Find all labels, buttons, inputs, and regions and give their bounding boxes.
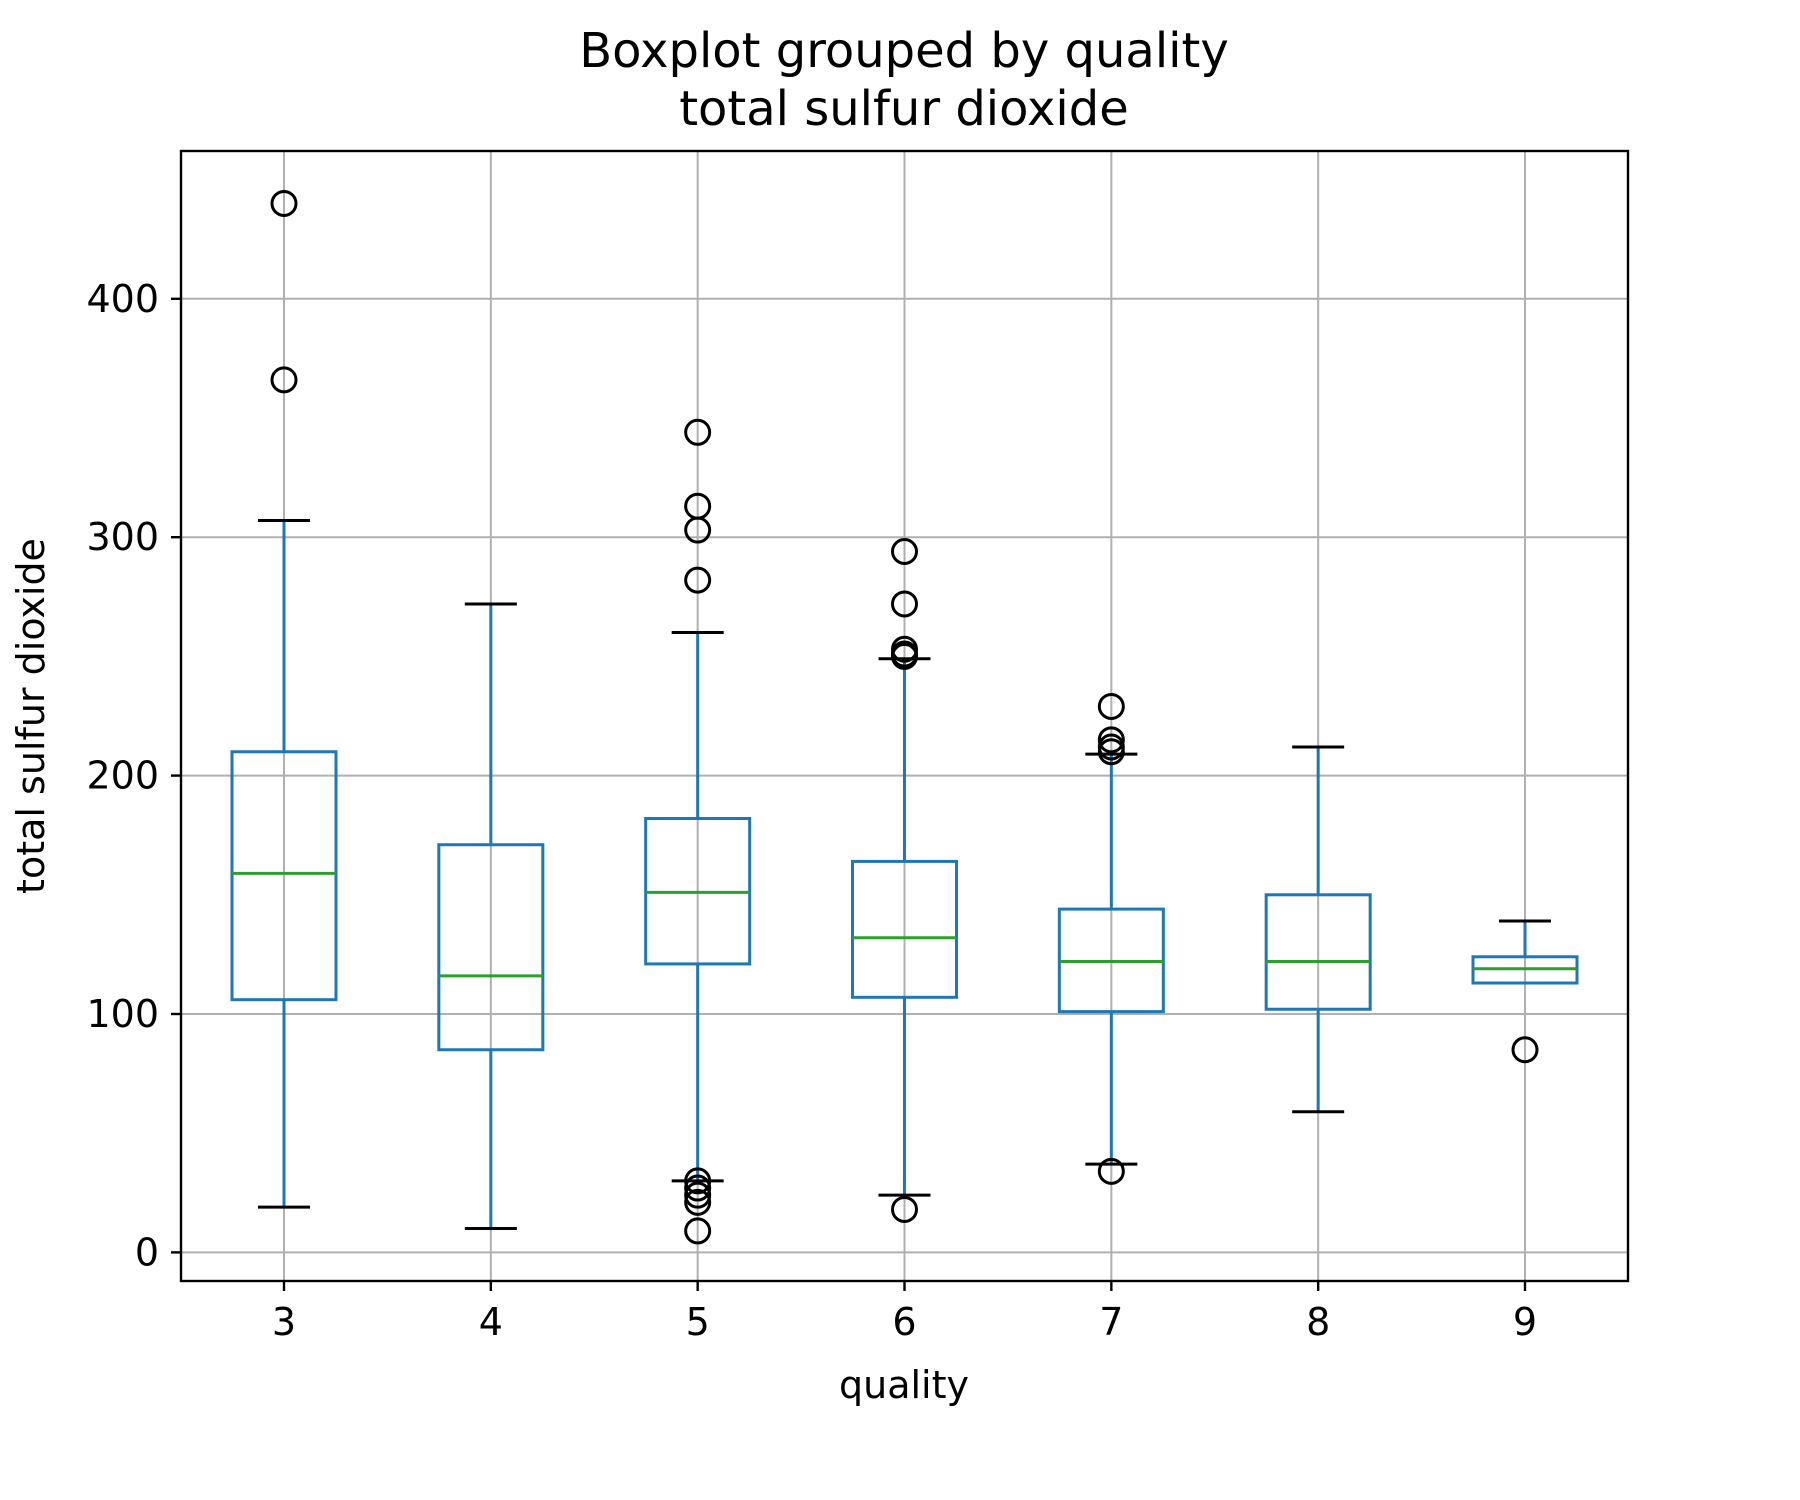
outlier-point [1097, 726, 1125, 754]
iqr-box [1264, 893, 1372, 1011]
x-tick-label: 3 [272, 1300, 296, 1344]
y-tick-label: 300 [86, 515, 159, 559]
x-tick-label: 9 [1513, 1300, 1537, 1344]
outlier-point [684, 1181, 712, 1209]
x-tick-label: 5 [686, 1300, 710, 1344]
outlier-point [891, 635, 918, 663]
x-tick-label: 7 [1099, 1300, 1123, 1344]
outlier-point [684, 492, 712, 520]
outlier-point [891, 590, 918, 618]
box-group-quality-6 [851, 538, 958, 1223]
outlier-point [1097, 1157, 1125, 1185]
outlier-point [684, 1188, 712, 1216]
box-group-quality-5 [644, 418, 752, 1245]
chart-subtitle: total sulfur dioxide [679, 81, 1129, 137]
outlier-point [891, 1195, 918, 1223]
box-group-quality-7 [1057, 692, 1165, 1185]
iqr-box [851, 859, 958, 999]
box-series [230, 189, 1579, 1245]
outlier-point [1097, 733, 1125, 761]
outlier-point [684, 1167, 712, 1195]
x-tick-label: 4 [479, 1300, 503, 1344]
x-tick-label: 6 [892, 1300, 916, 1344]
y-tick-label: 400 [86, 277, 159, 321]
outlier-point [684, 1217, 712, 1245]
x-tick-label: 8 [1306, 1300, 1330, 1344]
y-axis-label: total sulfur dioxide [9, 538, 53, 894]
axis-ticks: 0 100 200 300 400 3 4 5 6 7 8 9 [86, 277, 1537, 1344]
outlier-point [684, 1174, 712, 1202]
outlier-point [684, 418, 712, 446]
y-tick-label: 100 [86, 992, 159, 1036]
y-tick-label: 0 [135, 1230, 159, 1274]
outlier-point [270, 366, 298, 394]
box-group-quality-4 [437, 602, 545, 1231]
plot-area-frame [179, 149, 1630, 1283]
outlier-point [1097, 692, 1125, 720]
x-axis-label: quality [839, 1363, 969, 1407]
y-tick-label: 200 [86, 754, 159, 798]
iqr-box [230, 750, 338, 1002]
outlier-point [684, 566, 712, 594]
outlier-point [1511, 1036, 1539, 1064]
box-group-quality-9 [1471, 919, 1579, 1064]
iqr-box [437, 843, 545, 1052]
box-group-quality-3 [230, 189, 338, 1209]
chart-title: Boxplot grouped by quality [579, 23, 1228, 79]
box-group-quality-8 [1264, 745, 1372, 1114]
outlier-point [270, 189, 298, 217]
outlier-point [891, 538, 918, 566]
